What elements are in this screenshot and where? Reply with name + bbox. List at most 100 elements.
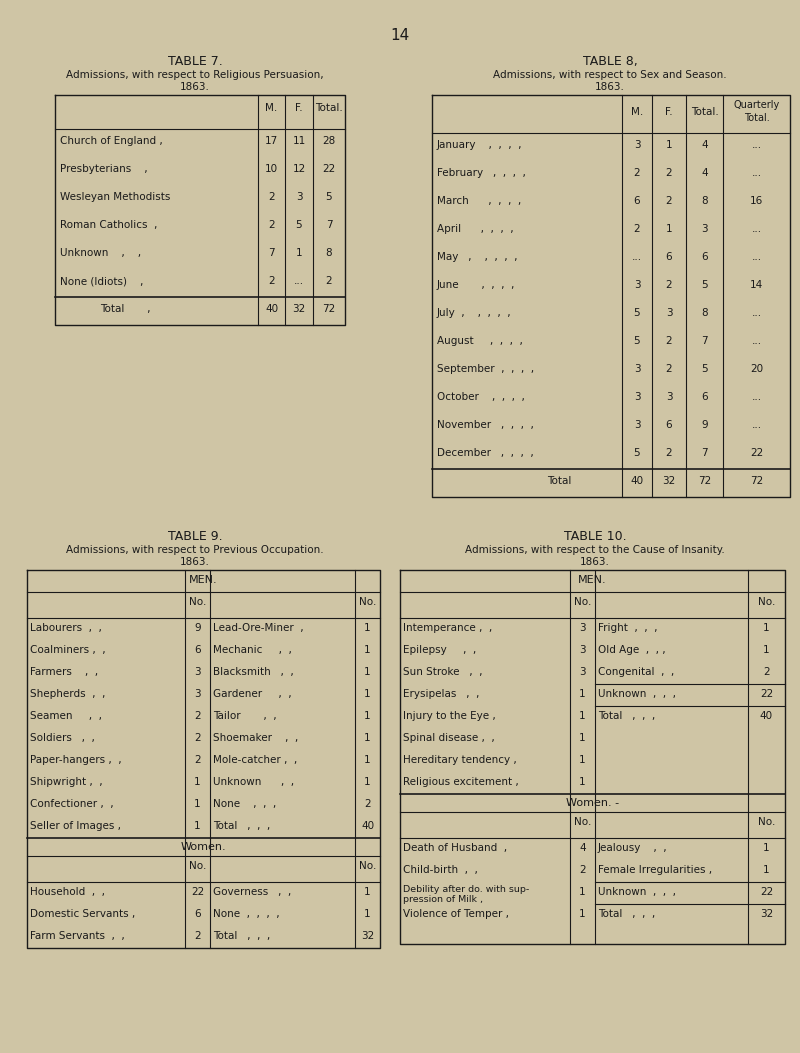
Text: Presbyterians    ,: Presbyterians , xyxy=(60,164,148,174)
Text: 3: 3 xyxy=(579,645,586,655)
Text: Congenital  ,  ,: Congenital , , xyxy=(598,667,674,677)
Text: Seller of Images ,: Seller of Images , xyxy=(30,821,121,831)
Text: 1: 1 xyxy=(296,249,302,258)
Text: Women.: Women. xyxy=(181,842,226,852)
Text: 6: 6 xyxy=(666,252,672,262)
Text: M.: M. xyxy=(266,103,278,113)
Text: Unknown  ,  ,  ,: Unknown , , , xyxy=(598,887,676,897)
Text: 40: 40 xyxy=(630,476,643,486)
Text: January    ,  ,  ,  ,: January , , , , xyxy=(437,140,522,150)
Text: No.: No. xyxy=(758,817,775,827)
Text: 2: 2 xyxy=(666,196,672,206)
Text: Injury to the Eye ,: Injury to the Eye , xyxy=(403,711,496,721)
Text: 1: 1 xyxy=(763,645,770,655)
Text: 5: 5 xyxy=(326,192,332,202)
Text: No.: No. xyxy=(189,597,206,607)
Text: 2: 2 xyxy=(364,799,371,809)
Text: Soldiers   ,  ,: Soldiers , , xyxy=(30,733,95,743)
Text: 32: 32 xyxy=(662,476,676,486)
Text: Roman Catholics  ,: Roman Catholics , xyxy=(60,220,158,230)
Text: 2: 2 xyxy=(666,168,672,178)
Text: 1: 1 xyxy=(194,777,201,787)
Text: 9: 9 xyxy=(194,623,201,633)
Text: Child-birth  ,  ,: Child-birth , , xyxy=(403,865,478,875)
Text: 40: 40 xyxy=(361,821,374,831)
Text: Erysipelas   ,  ,: Erysipelas , , xyxy=(403,689,479,699)
Text: 1: 1 xyxy=(579,909,586,919)
Text: 1: 1 xyxy=(194,799,201,809)
Text: 3: 3 xyxy=(579,623,586,633)
Text: Blacksmith   ,  ,: Blacksmith , , xyxy=(213,667,294,677)
Text: TABLE 8,: TABLE 8, xyxy=(582,55,638,68)
Text: 3: 3 xyxy=(634,364,640,374)
Text: Intemperance ,  ,: Intemperance , , xyxy=(403,623,492,633)
Text: 2: 2 xyxy=(268,276,275,286)
Text: Total.: Total. xyxy=(690,107,718,117)
Text: 3: 3 xyxy=(296,192,302,202)
Text: No.: No. xyxy=(574,597,591,607)
Text: ...: ... xyxy=(751,140,762,150)
Text: Total   ,  ,  ,: Total , , , xyxy=(598,909,655,919)
Text: Admissions, with respect to Previous Occupation.: Admissions, with respect to Previous Occ… xyxy=(66,545,324,555)
Text: ...: ... xyxy=(751,168,762,178)
Text: 10: 10 xyxy=(265,164,278,174)
Text: Lead-Ore-Miner  ,: Lead-Ore-Miner , xyxy=(213,623,304,633)
Text: 4: 4 xyxy=(701,168,708,178)
Text: No.: No. xyxy=(758,597,775,607)
Text: 4: 4 xyxy=(701,140,708,150)
Text: 6: 6 xyxy=(194,909,201,919)
Text: 3: 3 xyxy=(634,420,640,430)
Text: Total.: Total. xyxy=(315,103,343,113)
Text: 1: 1 xyxy=(364,777,371,787)
Text: Unknown      ,  ,: Unknown , , xyxy=(213,777,294,787)
Text: Quarterly: Quarterly xyxy=(734,100,780,110)
Text: Total: Total xyxy=(547,476,571,486)
Text: 2: 2 xyxy=(268,220,275,230)
Text: Shoemaker    ,  ,: Shoemaker , , xyxy=(213,733,298,743)
Text: 1: 1 xyxy=(666,140,672,150)
Text: 1: 1 xyxy=(579,711,586,721)
Text: Jealousy    ,  ,: Jealousy , , xyxy=(598,843,668,853)
Text: 7: 7 xyxy=(268,249,275,258)
Text: Admissions, with respect to Sex and Season.: Admissions, with respect to Sex and Seas… xyxy=(493,69,727,80)
Text: Debility after do. with sup-: Debility after do. with sup- xyxy=(403,885,530,894)
Text: Tailor       ,  ,: Tailor , , xyxy=(213,711,277,721)
Text: No.: No. xyxy=(359,861,376,871)
Text: 72: 72 xyxy=(750,476,763,486)
Text: Paper-hangers ,  ,: Paper-hangers , , xyxy=(30,755,122,764)
Text: 1: 1 xyxy=(364,909,371,919)
Text: 3: 3 xyxy=(579,667,586,677)
Text: Domestic Servants ,: Domestic Servants , xyxy=(30,909,135,919)
Text: 8: 8 xyxy=(701,307,708,318)
Text: 3: 3 xyxy=(701,224,708,234)
Text: Admissions, with respect to the Cause of Insanity.: Admissions, with respect to the Cause of… xyxy=(465,545,725,555)
Text: 22: 22 xyxy=(191,887,204,897)
Text: F.: F. xyxy=(665,107,673,117)
Text: Shepherds  ,  ,: Shepherds , , xyxy=(30,689,106,699)
Text: December   ,  ,  ,  ,: December , , , , xyxy=(437,448,534,458)
Text: TABLE 7.: TABLE 7. xyxy=(168,55,222,68)
Text: pression of Milk ,: pression of Milk , xyxy=(403,895,483,903)
Text: Fright  ,  ,  ,: Fright , , , xyxy=(598,623,658,633)
Text: May   ,    ,  ,  ,  ,: May , , , , , xyxy=(437,252,518,262)
Text: 1: 1 xyxy=(666,224,672,234)
Text: 3: 3 xyxy=(666,392,672,402)
Text: 1: 1 xyxy=(763,865,770,875)
Text: 1: 1 xyxy=(763,623,770,633)
Text: 5: 5 xyxy=(634,448,640,458)
Text: 2: 2 xyxy=(634,224,640,234)
Text: 22: 22 xyxy=(760,689,773,699)
Text: No.: No. xyxy=(189,861,206,871)
Text: 2: 2 xyxy=(666,336,672,346)
Text: 2: 2 xyxy=(579,865,586,875)
Text: 8: 8 xyxy=(326,249,332,258)
Text: 1: 1 xyxy=(579,755,586,764)
Text: 1: 1 xyxy=(364,755,371,764)
Text: ...: ... xyxy=(751,420,762,430)
Text: Governess   ,  ,: Governess , , xyxy=(213,887,291,897)
Text: Household  ,  ,: Household , , xyxy=(30,887,105,897)
Text: 3: 3 xyxy=(634,140,640,150)
Text: 11: 11 xyxy=(292,136,306,146)
Text: F.: F. xyxy=(295,103,303,113)
Text: ...: ... xyxy=(751,336,762,346)
